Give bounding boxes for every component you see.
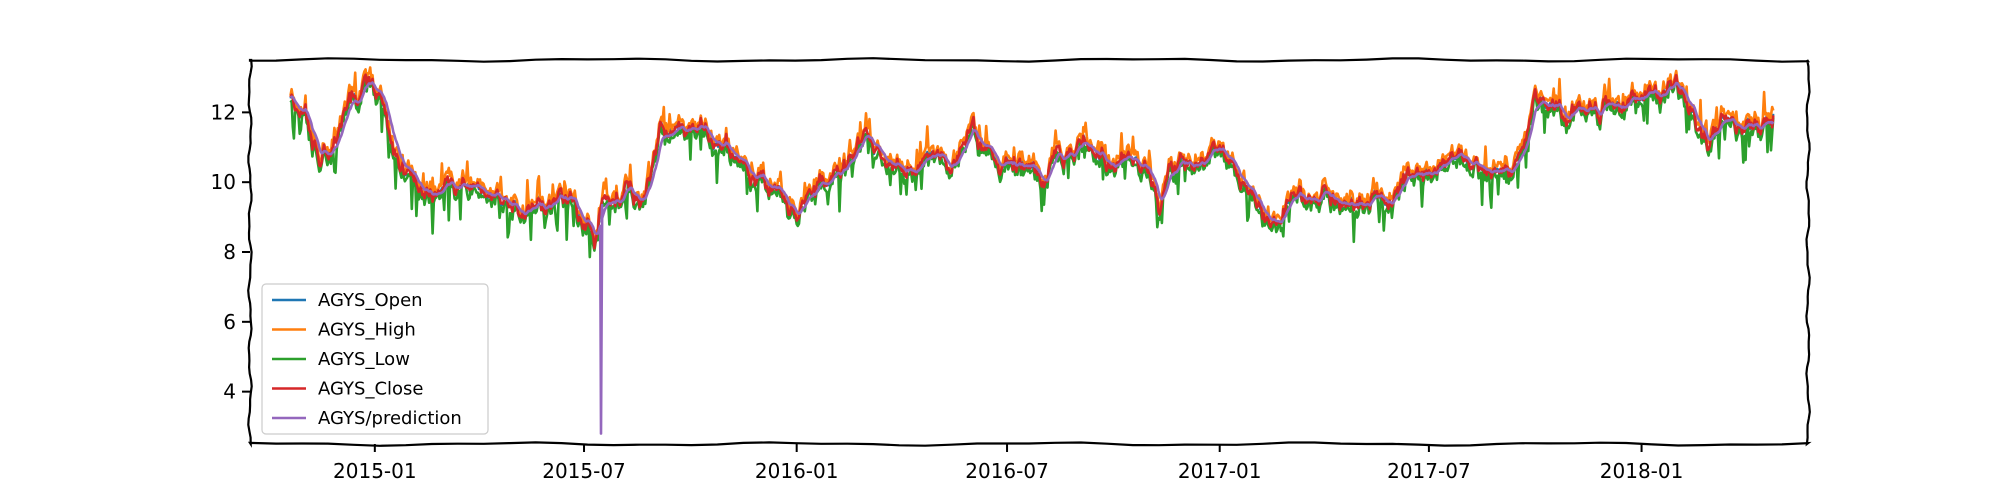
y-axis: 4 6 8 10 12	[211, 100, 250, 404]
y-tick-label: 6	[223, 310, 236, 334]
y-tick-label: 12	[211, 100, 236, 124]
series-line-5	[289, 81, 1775, 435]
x-axis: 2015-01 2015-07 2016-01 2016-07 2017-01 2017-…	[333, 444, 1683, 483]
y-tick-label: 8	[223, 240, 236, 264]
legend-label: AGYS_Low	[318, 349, 410, 370]
x-tick-label: 2016-07	[965, 459, 1049, 483]
legend-box	[261, 283, 489, 435]
x-tick-label: 2017-07	[1387, 459, 1471, 483]
legend: AGYS_Open AGYS_High AGYS_Low AGYS_Close AGYS…	[261, 283, 489, 435]
legend-label: AGYS_Close	[318, 379, 424, 400]
x-tick-label: 2018-01	[1600, 459, 1684, 483]
x-tick-label: 2016-01	[755, 459, 839, 483]
x-tick-label: 2015-01	[333, 459, 417, 483]
x-tick-label: 2015-07	[542, 459, 626, 483]
y-tick-label: 10	[211, 170, 236, 194]
series-layer	[289, 66, 1775, 435]
legend-label: AGYS_High	[318, 320, 416, 341]
legend-label: AGYS_Open	[318, 290, 423, 311]
axes-frame	[247, 57, 1812, 448]
legend-label: AGYS/prediction	[318, 408, 462, 429]
y-tick-label: 4	[223, 380, 236, 404]
x-tick-label: 2017-01	[1178, 459, 1262, 483]
